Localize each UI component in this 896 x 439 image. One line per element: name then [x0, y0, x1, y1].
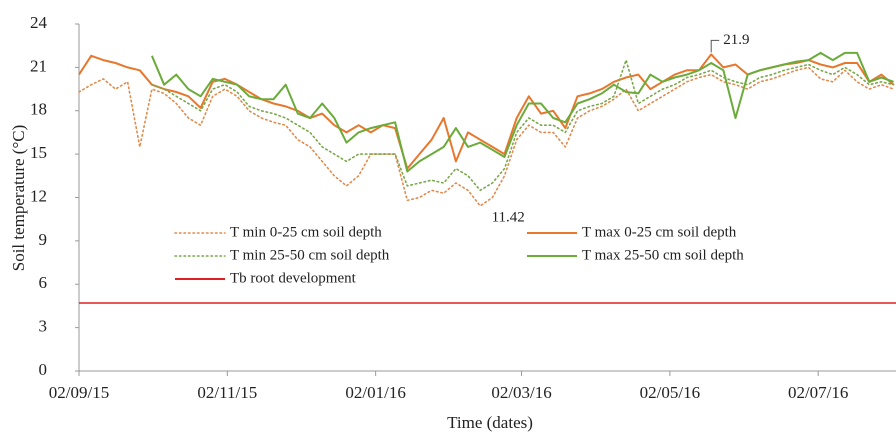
x-tick-label: 02/09/15 [49, 383, 109, 402]
series-line [78, 66, 895, 207]
legend-label: T min 0-25 cm soil depth [230, 224, 382, 240]
annotation: 11.42 [492, 209, 525, 225]
series-line [150, 51, 894, 173]
legend-label: T max 0-25 cm soil depth [582, 224, 737, 240]
y-tick-label: 0 [39, 360, 48, 379]
y-tick-label: 24 [30, 13, 48, 32]
x-tick-label: 02/11/15 [197, 383, 257, 402]
x-axis-title: Time (dates) [447, 413, 533, 432]
x-tick-label: 02/03/16 [491, 383, 551, 402]
y-tick-label: 6 [39, 273, 48, 292]
x-tick-label: 02/01/16 [345, 383, 405, 402]
x-tick-label: 02/07/16 [788, 383, 848, 402]
y-tick-label: 12 [30, 186, 47, 205]
legend-label: Tb root development [230, 270, 357, 286]
y-tick-label: 3 [39, 317, 48, 336]
y-axis-title: Soil temperature (°C) [9, 125, 28, 272]
y-tick-label: 18 [30, 100, 47, 119]
annotation-leader [710, 39, 720, 53]
x-tick-label: 02/05/16 [640, 383, 700, 402]
y-tick-label: 9 [39, 230, 48, 249]
legend-label: T min 25-50 cm soil depth [230, 247, 390, 263]
series-line [151, 59, 895, 192]
series-line [78, 53, 895, 170]
y-tick-label: 15 [30, 143, 47, 162]
annotation: 21.9 [723, 32, 749, 48]
legend-label: T max 25-50 cm soil depth [582, 247, 744, 263]
y-tick-label: 21 [30, 56, 47, 75]
